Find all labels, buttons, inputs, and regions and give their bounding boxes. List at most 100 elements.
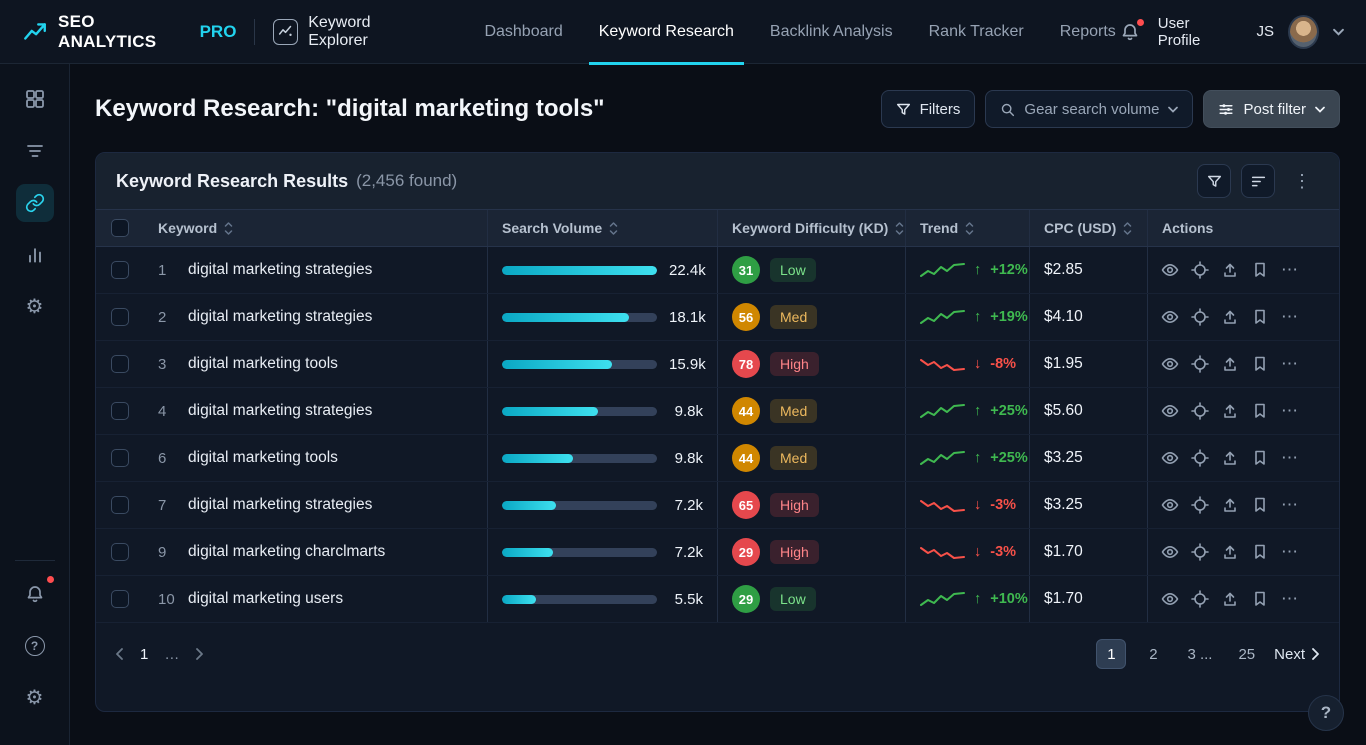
- nav-keyword-research[interactable]: Keyword Research: [588, 0, 745, 65]
- row-menu-button[interactable]: ⋯: [1276, 444, 1304, 472]
- locate-button[interactable]: [1186, 538, 1214, 566]
- column-trend[interactable]: Trend: [906, 210, 1030, 246]
- keyword-cell[interactable]: 10 digital marketing users: [144, 576, 488, 622]
- sidebar-preferences-button[interactable]: ⚙: [16, 679, 54, 717]
- export-button[interactable]: [1216, 350, 1244, 378]
- locate-button[interactable]: [1186, 444, 1214, 472]
- page-button-2[interactable]: 2: [1149, 645, 1158, 663]
- filters-button[interactable]: Filters: [880, 90, 976, 128]
- bookmark-button[interactable]: [1246, 585, 1274, 613]
- export-button[interactable]: [1216, 303, 1244, 331]
- sidebar-item-filters[interactable]: [16, 132, 54, 170]
- keyword-cell[interactable]: 3 digital marketing tools: [144, 341, 488, 387]
- table-menu-button[interactable]: ⋮: [1285, 164, 1319, 198]
- sidebar-item-dashboard[interactable]: [16, 80, 54, 118]
- page-button-3[interactable]: 3 ...: [1187, 645, 1213, 663]
- keyword-cell[interactable]: 1 digital marketing strategies: [144, 247, 488, 293]
- view-button[interactable]: [1156, 585, 1184, 613]
- keyword-cell[interactable]: 9 digital marketing charclmarts: [144, 529, 488, 575]
- select-all-checkbox[interactable]: [111, 219, 129, 237]
- bookmark-button[interactable]: [1246, 491, 1274, 519]
- locate-button[interactable]: [1186, 491, 1214, 519]
- keyword-cell[interactable]: 2 digital marketing strategies: [144, 294, 488, 340]
- notifications-button[interactable]: [1116, 18, 1144, 46]
- bookmark-button[interactable]: [1246, 397, 1274, 425]
- trend-cell: ↑ +10%: [906, 576, 1030, 622]
- view-button[interactable]: [1156, 397, 1184, 425]
- help-fab-button[interactable]: ?: [1308, 695, 1344, 731]
- keyword-cell[interactable]: 7 digital marketing strategies: [144, 482, 488, 528]
- sidebar-notifications-button[interactable]: [16, 575, 54, 613]
- crosshair-icon: [1191, 261, 1209, 279]
- nav-rank-tracker[interactable]: Rank Tracker: [928, 22, 1024, 40]
- row-menu-button[interactable]: ⋯: [1276, 585, 1304, 613]
- row-checkbox[interactable]: [111, 543, 129, 561]
- locate-button[interactable]: [1186, 585, 1214, 613]
- row-menu-button[interactable]: ⋯: [1276, 538, 1304, 566]
- row-menu-button[interactable]: ⋯: [1276, 303, 1304, 331]
- nav-backlink-analysis[interactable]: Backlink Analysis: [769, 22, 893, 40]
- bookmark-button[interactable]: [1246, 256, 1274, 284]
- page-button-25[interactable]: 25: [1238, 645, 1256, 663]
- column-keyword[interactable]: Keyword: [144, 210, 488, 246]
- keyword-explorer-link[interactable]: Keyword Explorer: [273, 14, 428, 50]
- export-button[interactable]: [1216, 444, 1244, 472]
- export-button[interactable]: [1216, 256, 1244, 284]
- view-button[interactable]: [1156, 350, 1184, 378]
- view-button[interactable]: [1156, 303, 1184, 331]
- row-checkbox[interactable]: [111, 261, 129, 279]
- post-filter-button[interactable]: Post filter: [1203, 90, 1340, 128]
- chevron-down-icon[interactable]: [1333, 28, 1344, 36]
- row-checkbox[interactable]: [111, 308, 129, 326]
- bookmark-button[interactable]: [1246, 350, 1274, 378]
- export-button[interactable]: [1216, 397, 1244, 425]
- row-menu-button[interactable]: ⋯: [1276, 256, 1304, 284]
- view-button[interactable]: [1156, 444, 1184, 472]
- sidebar-item-analytics[interactable]: [16, 236, 54, 274]
- row-checkbox[interactable]: [111, 402, 129, 420]
- crosshair-icon: [1191, 402, 1209, 420]
- view-button[interactable]: [1156, 256, 1184, 284]
- locate-button[interactable]: [1186, 303, 1214, 331]
- locate-button[interactable]: [1186, 350, 1214, 378]
- view-button[interactable]: [1156, 491, 1184, 519]
- export-button[interactable]: [1216, 538, 1244, 566]
- prev-page-button[interactable]: [116, 648, 124, 660]
- sidebar-item-settings[interactable]: ⚙: [16, 288, 54, 326]
- next-button[interactable]: Next: [1274, 646, 1319, 663]
- table-filter-button[interactable]: [1197, 164, 1231, 198]
- locate-button[interactable]: [1186, 397, 1214, 425]
- row-menu-button[interactable]: ⋯: [1276, 350, 1304, 378]
- column-cpc[interactable]: CPC (USD): [1030, 210, 1148, 246]
- row-checkbox[interactable]: [111, 355, 129, 373]
- sidebar-help-button[interactable]: ?: [16, 627, 54, 665]
- row-checkbox[interactable]: [111, 496, 129, 514]
- bookmark-button[interactable]: [1246, 444, 1274, 472]
- column-search-volume[interactable]: Search Volume: [488, 210, 718, 246]
- keyword-cell[interactable]: 6 digital marketing tools: [144, 435, 488, 481]
- bookmark-button[interactable]: [1246, 303, 1274, 331]
- column-kd[interactable]: Keyword Difficulty (KD): [718, 210, 906, 246]
- nav-dashboard[interactable]: Dashboard: [484, 22, 563, 40]
- user-profile-link[interactable]: User Profile: [1157, 14, 1201, 49]
- sidebar-item-keywords[interactable]: [15, 184, 54, 222]
- row-menu-button[interactable]: ⋯: [1276, 491, 1304, 519]
- nav-reports[interactable]: Reports: [1059, 22, 1116, 40]
- avatar[interactable]: [1287, 14, 1319, 49]
- keyword-cell[interactable]: 4 digital marketing strategies: [144, 388, 488, 434]
- export-button[interactable]: [1216, 585, 1244, 613]
- brand-logo-icon: [22, 19, 48, 45]
- search-volume-dropdown[interactable]: Gear search volume: [985, 90, 1194, 128]
- row-checkbox[interactable]: [111, 590, 129, 608]
- bookmark-button[interactable]: [1246, 538, 1274, 566]
- row-checkbox[interactable]: [111, 449, 129, 467]
- row-checkbox-cell: [96, 435, 144, 481]
- table-sort-button[interactable]: [1241, 164, 1275, 198]
- row-menu-button[interactable]: ⋯: [1276, 397, 1304, 425]
- upload-icon: [1224, 404, 1236, 418]
- next-page-button[interactable]: [195, 648, 204, 660]
- view-button[interactable]: [1156, 538, 1184, 566]
- page-button-1[interactable]: 1: [1096, 639, 1127, 669]
- locate-button[interactable]: [1186, 256, 1214, 284]
- export-button[interactable]: [1216, 491, 1244, 519]
